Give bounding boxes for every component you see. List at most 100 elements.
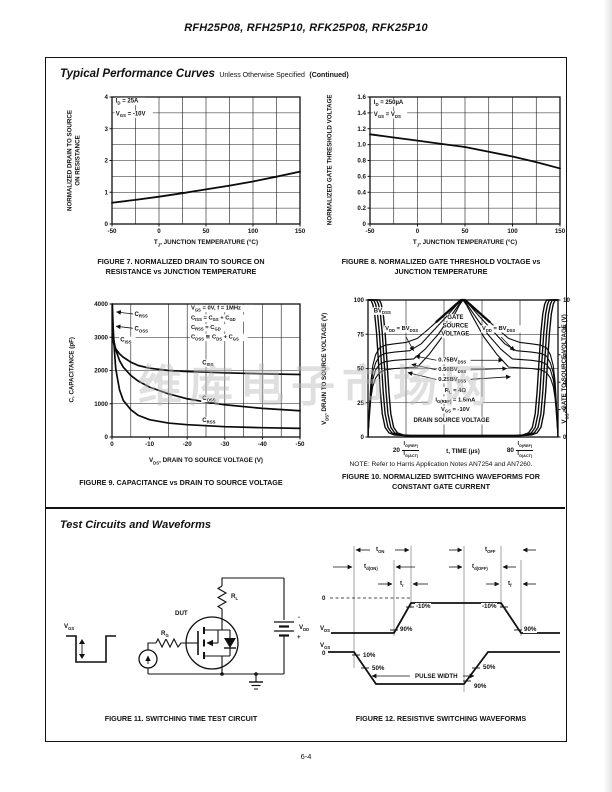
svg-text:6: 6: [563, 352, 567, 359]
figure8-caption: FIGURE 8. NORMALIZED GATE THRESHOLD VOLT…: [341, 257, 541, 276]
svg-text:COSS ≅ CDS + CGS: COSS ≅ CDS + CGS: [191, 335, 239, 342]
svg-text:3: 3: [105, 126, 109, 133]
svg-text:0: 0: [105, 434, 109, 441]
vgs-peak-envelope: [435, 298, 491, 324]
svg-text:0: 0: [157, 228, 161, 235]
svg-text:2000: 2000: [94, 368, 108, 375]
figure12-tdon-label: td(ON): [363, 563, 379, 573]
figure9-plot-svg: 0 -10 -20 -30 -40 -50 0 1000 2000 3000 4000 VGS = 0…: [94, 301, 306, 448]
svg-text:VGS = -10V: VGS = -10V: [116, 111, 146, 118]
svg-text:VGS = VDS: VGS = VDS: [374, 112, 401, 119]
svg-text:COSS: COSS: [135, 327, 149, 334]
pulse-arrow-down: [79, 654, 85, 659]
svg-text:BVDSS: BVDSS: [374, 308, 391, 315]
svg-text:4000: 4000: [94, 301, 108, 308]
figure12-pulse-width-label: PULSE WIDTH: [414, 673, 459, 680]
svg-text:0: 0: [416, 228, 420, 235]
figure8-plot-svg: -50 0 50 100 15000.20.40.60.81.01.21.41.6ID …: [357, 94, 566, 235]
svg-text:0: 0: [105, 221, 109, 228]
figure12-vgs-zero-label: 0: [321, 650, 327, 657]
svg-text:1.4: 1.4: [357, 110, 366, 117]
svg-text:1.0: 1.0: [357, 142, 366, 149]
figure12-caption: FIGURE 12. RESISTIVE SWITCHING WAVEFORMS: [355, 714, 527, 723]
svg-text:CISS: CISS: [120, 338, 131, 345]
figure7-x-axis-label: TJ, JUNCTION TEMPERATURE (°C): [153, 239, 259, 248]
vgs-pulse-waveform: [66, 635, 116, 663]
svg-text:0.2: 0.2: [357, 205, 366, 212]
normalized-rdson: [111, 170, 301, 204]
figure10-caption: FIGURE 10. NORMALIZED SWITCHING WAVEFORM…: [342, 472, 540, 491]
svg-text:50: 50: [203, 228, 210, 235]
svg-text:VGS = -10V: VGS = -10V: [441, 407, 470, 414]
svg-text:8: 8: [563, 325, 567, 332]
figure12-90-left-label: 90%: [399, 626, 414, 633]
pulse-arrow-up: [79, 639, 85, 644]
svg-text:100: 100: [507, 228, 518, 235]
svg-text:75: 75: [357, 331, 364, 338]
figure12-tf-label: tf: [507, 580, 513, 590]
figure11-diagram: VGS RG DUT RL - VDD +: [60, 564, 312, 714]
figure12-tr-label: tr: [399, 580, 405, 590]
svg-text:SOURCE: SOURCE: [443, 323, 469, 329]
figure12-tdoff-label: td(OFF): [471, 563, 489, 573]
svg-text:50: 50: [357, 366, 364, 373]
figure12-minus10-left-label: -10%: [415, 603, 432, 610]
svg-text:4: 4: [563, 379, 567, 386]
svg-text:0.25BVDSS: 0.25BVDSS: [438, 377, 466, 384]
svg-text:150: 150: [555, 228, 566, 235]
svg-text:ID = 250µA: ID = 250µA: [374, 100, 404, 107]
rg-resistor-symbol: [155, 637, 186, 649]
svg-text:RL = 4Ω: RL = 4Ω: [445, 388, 467, 395]
svg-text:0.4: 0.4: [357, 189, 366, 196]
body-diode-symbol: [224, 638, 236, 648]
crss: [111, 303, 301, 430]
figure12-vds-zero-label: 0: [321, 595, 327, 602]
svg-text:0.8: 0.8: [357, 158, 366, 165]
svg-text:-50: -50: [366, 228, 376, 235]
svg-text:10: 10: [563, 297, 570, 304]
figure12-10pct-label: 10%: [362, 652, 377, 659]
svg-text:GATE: GATE: [447, 315, 463, 321]
scan-edge-shadow: [603, 0, 612, 792]
section-performance-title: Typical Performance Curves: [60, 68, 215, 80]
figure12-vds-label: VDS: [319, 625, 331, 635]
figure12-diagram: tON td(ON) tr tOFF td(OFF) tf 0 VDS -10%…: [318, 540, 566, 712]
svg-text:VDD = BVDSS: VDD = BVDSS: [482, 326, 515, 333]
figure12-90-right-label: 90%: [523, 626, 538, 633]
svg-text:-50: -50: [296, 441, 306, 448]
svg-text:1000: 1000: [94, 401, 108, 408]
svg-text:CISS = CGS + CGD: CISS = CGS + CGD: [191, 315, 236, 322]
svg-text:-40: -40: [258, 441, 268, 448]
svg-text:3000: 3000: [94, 334, 108, 341]
svg-text:0: 0: [563, 434, 567, 441]
svg-text:0: 0: [363, 221, 367, 228]
figure12-50pct-right-label: 50%: [482, 664, 497, 671]
figure10-x-axis-label: t, TIME (µs): [446, 448, 480, 455]
figure12-vgs-label: VGS: [319, 642, 332, 652]
svg-text:ID = 25A: ID = 25A: [116, 99, 139, 106]
section-performance-subtitle: Unless Otherwise Specified: [219, 72, 305, 79]
vds-waveform: [330, 602, 560, 634]
svg-text:50: 50: [462, 228, 469, 235]
svg-text:25: 25: [357, 400, 364, 407]
document-title: RFH25P08, RFH25P10, RFK25P08, RFK25P10: [184, 22, 428, 34]
svg-text:4: 4: [105, 94, 109, 101]
svg-text:2: 2: [105, 158, 109, 165]
svg-text:-20: -20: [183, 441, 193, 448]
figure12-90pct-right-label: 90%: [473, 683, 488, 690]
figure11-circuit-svg: [66, 577, 294, 690]
svg-text:1.2: 1.2: [357, 126, 366, 133]
section-performance-header: Typical Performance Curves Unless Otherw…: [60, 64, 349, 82]
figure10-note: NOTE: Refer to Harris Application Notes …: [349, 461, 533, 468]
svg-text:100: 100: [354, 297, 365, 304]
svg-text:COSS: COSS: [202, 396, 216, 403]
section-performance-continued: (Continued): [309, 72, 349, 79]
svg-text:DRAIN SOURCE VOLTAGE: DRAIN SOURCE VOLTAGE: [414, 418, 490, 424]
svg-text:1.6: 1.6: [357, 94, 366, 101]
svg-text:0.6: 0.6: [357, 173, 366, 180]
figure10-xtick-80: 80 IG(REF) IG(ACT): [506, 441, 534, 458]
section-test-header: Test Circuits and Waveforms: [60, 515, 211, 533]
svg-text:0.75BVDSS: 0.75BVDSS: [438, 358, 466, 365]
